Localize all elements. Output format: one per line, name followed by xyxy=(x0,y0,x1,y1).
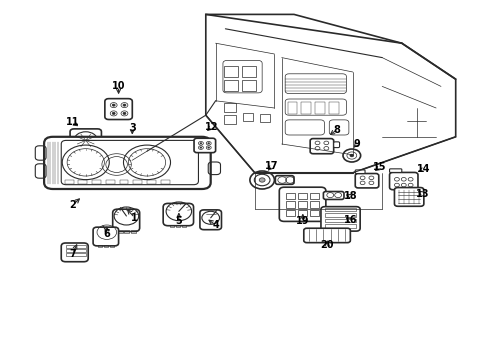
Bar xyxy=(310,193,318,199)
Bar xyxy=(325,208,356,211)
Text: 10: 10 xyxy=(112,81,125,91)
Bar xyxy=(224,103,236,112)
Bar xyxy=(133,180,142,184)
FancyBboxPatch shape xyxy=(200,210,221,230)
FancyBboxPatch shape xyxy=(334,142,340,148)
Bar xyxy=(325,213,356,217)
FancyBboxPatch shape xyxy=(93,227,119,246)
Text: 13: 13 xyxy=(416,189,429,199)
FancyBboxPatch shape xyxy=(394,188,424,206)
Bar xyxy=(224,115,236,124)
FancyBboxPatch shape xyxy=(355,174,379,188)
Bar xyxy=(104,245,108,247)
Bar xyxy=(298,193,307,199)
Bar xyxy=(106,180,115,184)
Bar xyxy=(224,66,238,77)
Text: 20: 20 xyxy=(320,240,334,250)
Bar xyxy=(65,180,74,184)
Circle shape xyxy=(200,147,202,148)
Bar xyxy=(147,180,156,184)
Bar xyxy=(301,102,311,114)
Bar xyxy=(110,245,114,247)
Circle shape xyxy=(112,104,115,106)
Circle shape xyxy=(350,154,354,157)
Bar xyxy=(98,245,102,247)
Bar xyxy=(120,180,128,184)
Bar xyxy=(66,249,86,252)
Bar xyxy=(161,180,170,184)
Bar xyxy=(66,253,86,256)
Bar xyxy=(242,66,256,77)
Bar xyxy=(298,210,307,216)
FancyBboxPatch shape xyxy=(279,187,326,221)
Text: 11: 11 xyxy=(66,117,79,127)
Bar xyxy=(286,210,295,216)
FancyBboxPatch shape xyxy=(304,228,350,243)
Text: 5: 5 xyxy=(175,216,182,226)
FancyBboxPatch shape xyxy=(194,138,216,153)
Text: 9: 9 xyxy=(353,139,360,149)
FancyBboxPatch shape xyxy=(310,139,334,154)
Text: 16: 16 xyxy=(343,215,357,225)
Bar xyxy=(224,80,238,91)
Text: 4: 4 xyxy=(212,220,219,230)
Bar xyxy=(242,80,256,91)
Bar xyxy=(78,180,87,184)
FancyBboxPatch shape xyxy=(390,172,418,190)
FancyBboxPatch shape xyxy=(390,169,402,172)
Text: 7: 7 xyxy=(69,249,76,259)
FancyBboxPatch shape xyxy=(323,192,344,199)
Bar xyxy=(170,225,174,227)
Text: 1: 1 xyxy=(131,213,138,223)
FancyBboxPatch shape xyxy=(70,129,101,152)
FancyBboxPatch shape xyxy=(275,176,294,184)
Circle shape xyxy=(200,143,202,144)
Bar xyxy=(124,230,129,233)
Text: 2: 2 xyxy=(69,200,76,210)
Bar xyxy=(260,114,270,122)
Text: 6: 6 xyxy=(103,229,110,239)
Text: 19: 19 xyxy=(296,216,310,226)
FancyBboxPatch shape xyxy=(105,99,132,120)
Bar xyxy=(315,102,325,114)
Text: 8: 8 xyxy=(334,125,341,135)
Text: 12: 12 xyxy=(205,122,219,132)
Circle shape xyxy=(123,112,126,114)
FancyBboxPatch shape xyxy=(113,209,140,231)
Bar xyxy=(182,225,186,227)
FancyBboxPatch shape xyxy=(44,137,211,189)
Bar xyxy=(310,210,318,216)
Circle shape xyxy=(208,147,210,148)
Bar xyxy=(329,102,339,114)
Bar xyxy=(286,193,295,199)
Circle shape xyxy=(259,178,265,182)
Circle shape xyxy=(208,143,210,144)
FancyBboxPatch shape xyxy=(163,203,194,226)
FancyBboxPatch shape xyxy=(61,243,88,262)
Polygon shape xyxy=(206,14,456,173)
Text: 14: 14 xyxy=(417,164,431,174)
Bar xyxy=(325,219,356,222)
Bar xyxy=(325,224,356,228)
Circle shape xyxy=(112,112,115,114)
Bar xyxy=(243,113,253,121)
Bar xyxy=(92,180,101,184)
FancyBboxPatch shape xyxy=(321,207,360,231)
Circle shape xyxy=(123,104,126,106)
Text: 18: 18 xyxy=(343,191,357,201)
Bar xyxy=(66,245,86,248)
Bar xyxy=(118,230,122,233)
Bar xyxy=(131,230,136,233)
Bar xyxy=(288,102,297,114)
Text: 15: 15 xyxy=(373,162,387,172)
Text: 17: 17 xyxy=(265,161,279,171)
Bar xyxy=(176,225,180,227)
Bar xyxy=(286,201,295,208)
Bar xyxy=(310,201,318,208)
Text: 3: 3 xyxy=(129,123,136,133)
FancyBboxPatch shape xyxy=(355,170,365,174)
Bar xyxy=(298,201,307,208)
